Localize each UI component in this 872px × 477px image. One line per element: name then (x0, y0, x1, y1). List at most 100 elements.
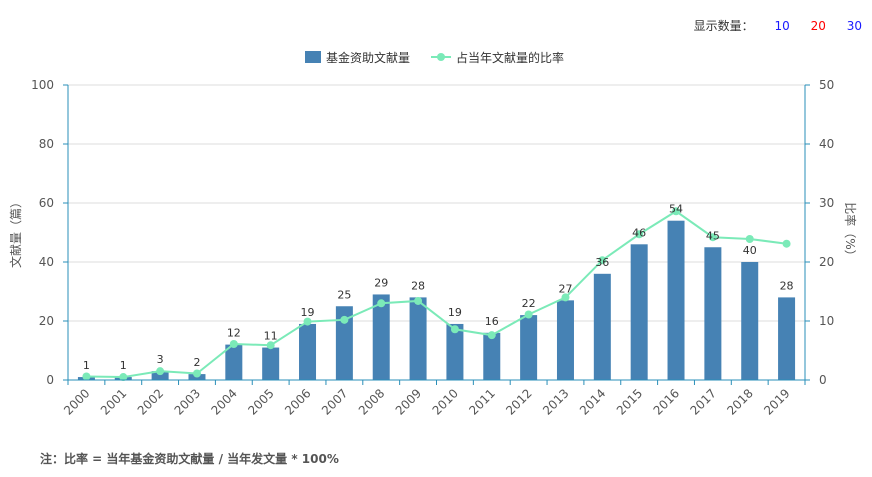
x-tick-label: 2019 (761, 386, 792, 417)
ratio-point[interactable] (635, 230, 644, 239)
bar-value-label: 45 (706, 229, 720, 242)
legend-bar-swatch (305, 51, 321, 63)
ratio-point[interactable] (340, 315, 349, 324)
bar-value-label: 22 (522, 297, 536, 310)
y2-tick-label: 40 (819, 137, 834, 151)
ratio-line (86, 210, 787, 379)
bar-value-label: 29 (374, 276, 388, 289)
y-tick-label: 80 (39, 137, 54, 151)
ratio-point[interactable] (266, 341, 275, 350)
y-tick-label: 60 (39, 196, 54, 210)
bar-value-label: 46 (632, 226, 646, 239)
ratio-point[interactable] (672, 207, 681, 216)
x-tick-label: 2008 (356, 386, 387, 417)
bar[interactable] (593, 273, 611, 380)
ratio-point[interactable] (119, 373, 128, 382)
ratio-point[interactable] (524, 310, 533, 319)
bar[interactable] (778, 297, 796, 380)
ratio-point[interactable] (156, 367, 165, 376)
y-tick-label: 100 (31, 78, 54, 92)
bar-value-label: 3 (157, 353, 164, 366)
y2-tick-label: 30 (819, 196, 834, 210)
x-tick-label: 2015 (614, 386, 645, 417)
bar-value-label: 12 (227, 327, 241, 340)
y-axis-title: 文献量（篇） (8, 196, 23, 268)
x-tick-label: 2014 (577, 386, 608, 417)
chart-footnote: 注：比率 = 当年基金资助文献量 / 当年发文量 * 100% (40, 452, 339, 466)
x-tick-label: 2009 (393, 386, 424, 417)
bar-value-label: 27 (558, 282, 572, 295)
y2-tick-label: 0 (819, 373, 827, 387)
bar-value-label: 54 (669, 203, 683, 216)
display-count-option-10[interactable]: 10 (774, 19, 790, 33)
legend-bar-label[interactable]: 基金资助文献量 (326, 50, 410, 65)
display-count-option-20[interactable]: 20 (810, 19, 826, 33)
x-tick-label: 2004 (208, 386, 239, 417)
bar[interactable] (335, 306, 353, 380)
bar-value-label: 28 (411, 279, 425, 292)
y2-axis-title: 比率（%） (843, 202, 858, 261)
x-tick-label: 2018 (724, 386, 755, 417)
x-tick-label: 2003 (172, 386, 203, 417)
ratio-point[interactable] (303, 317, 312, 326)
bar[interactable] (299, 323, 317, 380)
bar-value-label: 36 (595, 256, 609, 269)
bar[interactable] (520, 315, 538, 380)
x-tick-label: 2000 (61, 386, 92, 417)
x-tick-label: 2012 (503, 386, 534, 417)
ratio-point[interactable] (192, 369, 201, 378)
x-tick-label: 2005 (245, 386, 276, 417)
y-tick-label: 40 (39, 255, 54, 269)
bar[interactable] (630, 244, 648, 380)
legend-line-marker (437, 53, 445, 61)
bar[interactable] (704, 247, 722, 380)
ratio-point[interactable] (745, 234, 754, 243)
x-tick-label: 2010 (430, 386, 461, 417)
bar[interactable] (741, 262, 759, 380)
ratio-point[interactable] (414, 296, 423, 305)
x-tick-label: 2017 (687, 386, 718, 417)
bar[interactable] (372, 294, 390, 380)
y-tick-label: 20 (39, 314, 54, 328)
bar-value-label: 11 (264, 330, 278, 343)
bar-value-label: 25 (337, 288, 351, 301)
bar-value-label: 2 (193, 356, 200, 369)
y2-tick-label: 50 (819, 78, 834, 92)
bar-value-label: 40 (743, 244, 757, 257)
bar-value-label: 19 (301, 306, 315, 319)
ratio-point[interactable] (561, 293, 570, 302)
legend-line-label[interactable]: 占当年文献量的比率 (456, 50, 564, 65)
y-tick-label: 0 (46, 373, 54, 387)
chart-legend: 基金资助文献量 占当年文献量的比率 (305, 50, 564, 65)
bar-value-label: 1 (120, 359, 127, 372)
x-tick-label: 2001 (98, 386, 129, 417)
x-tick-label: 2006 (282, 386, 313, 417)
ratio-point[interactable] (229, 340, 238, 349)
bar[interactable] (667, 220, 685, 380)
ratio-point[interactable] (450, 325, 459, 334)
bar[interactable] (151, 371, 169, 380)
bar-value-label: 16 (485, 315, 499, 328)
display-count-label: 显示数量： (693, 19, 754, 33)
display-count-option-30[interactable]: 30 (846, 19, 862, 33)
x-tick-label: 2002 (135, 386, 166, 417)
ratio-point[interactable] (782, 239, 791, 248)
ratio-point[interactable] (487, 331, 496, 340)
bar[interactable] (225, 344, 243, 380)
bar-value-label: 1 (83, 359, 90, 372)
bar[interactable] (446, 323, 464, 380)
combo-chart: 基金资助文献量 占当年文献量的比率 0 20 40 60 80 100 0 10 20 30 40 5… (8, 50, 858, 418)
x-tick-label: 2007 (319, 386, 350, 417)
x-tick-label: 2011 (466, 386, 497, 417)
ratio-point[interactable] (598, 256, 607, 265)
ratio-point[interactable] (377, 299, 386, 308)
bar[interactable] (409, 297, 427, 380)
y2-tick-label: 20 (819, 255, 834, 269)
bar[interactable] (483, 332, 501, 380)
bar[interactable] (262, 347, 280, 380)
bar[interactable] (556, 300, 574, 380)
ratio-point[interactable] (82, 372, 91, 381)
bar-value-label: 19 (448, 306, 462, 319)
ratio-point[interactable] (708, 233, 717, 242)
display-count-selector: 显示数量： 10 20 30 (694, 17, 862, 34)
